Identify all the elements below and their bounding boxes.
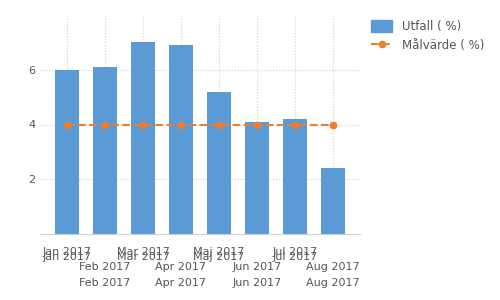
Bar xyxy=(168,45,194,234)
Text: Mar 2017: Mar 2017 xyxy=(116,247,170,257)
Text: Jun 2017: Jun 2017 xyxy=(232,278,281,288)
Bar xyxy=(92,67,118,234)
Text: Mar 2017: Mar 2017 xyxy=(116,251,170,262)
Legend: Utfall ( %), Målvärde ( %): Utfall ( %), Målvärde ( %) xyxy=(366,15,489,56)
Text: Apr 2017: Apr 2017 xyxy=(156,278,206,288)
Text: Jan 2017: Jan 2017 xyxy=(42,251,92,262)
Text: Apr 2017: Apr 2017 xyxy=(156,262,206,272)
Text: Aug 2017: Aug 2017 xyxy=(306,278,360,288)
Text: Aug 2017: Aug 2017 xyxy=(306,262,360,272)
Text: Maj 2017: Maj 2017 xyxy=(194,251,244,262)
Text: Maj 2017: Maj 2017 xyxy=(194,247,244,257)
Text: Feb 2017: Feb 2017 xyxy=(79,262,130,272)
Bar xyxy=(54,70,80,234)
Text: Jul 2017: Jul 2017 xyxy=(272,251,318,262)
Bar xyxy=(282,119,308,234)
Bar xyxy=(320,168,345,234)
Bar xyxy=(206,92,232,234)
Text: Jan 2017: Jan 2017 xyxy=(42,247,92,257)
Text: Feb 2017: Feb 2017 xyxy=(79,278,130,288)
Text: Jul 2017: Jul 2017 xyxy=(272,247,318,257)
Bar xyxy=(244,122,270,234)
Bar xyxy=(130,42,156,234)
Text: Jun 2017: Jun 2017 xyxy=(232,262,281,272)
